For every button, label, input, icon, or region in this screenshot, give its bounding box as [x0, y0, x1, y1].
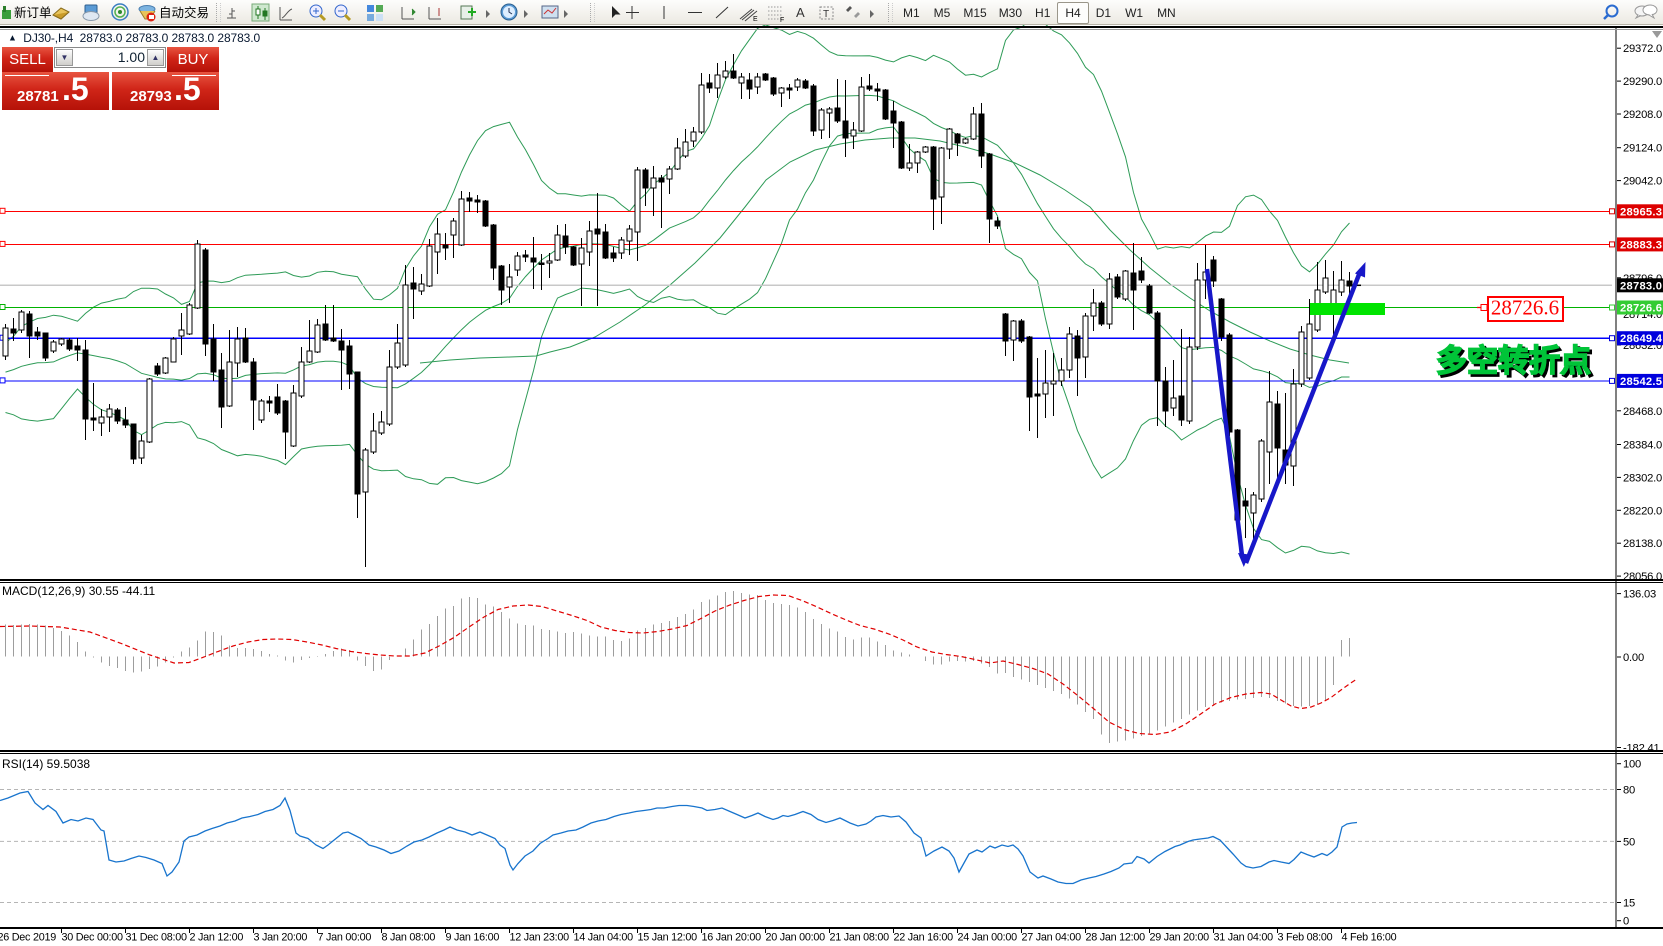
svg-text:29372.0: 29372.0 [1623, 43, 1662, 55]
svg-text:22 Jan 16:00: 22 Jan 16:00 [894, 932, 954, 944]
svg-text:28965.3: 28965.3 [1620, 206, 1662, 218]
svg-text:-182.41: -182.41 [1623, 743, 1660, 755]
svg-text:29124.0: 29124.0 [1623, 143, 1662, 155]
svg-text:28542.5: 28542.5 [1620, 376, 1662, 388]
svg-text:E: E [753, 16, 758, 23]
svg-text:RSI(14) 59.5038: RSI(14) 59.5038 [2, 757, 90, 771]
svg-text:29 Jan 20:00: 29 Jan 20:00 [1150, 932, 1210, 944]
svg-text:28783.0: 28783.0 [1620, 280, 1662, 292]
svg-text:28649.4: 28649.4 [1620, 333, 1663, 345]
svg-text:29208.0: 29208.0 [1623, 109, 1662, 121]
svg-text:T: T [823, 9, 829, 20]
svg-text:3 Jan 20:00: 3 Jan 20:00 [254, 932, 308, 944]
svg-text:9 Jan 16:00: 9 Jan 16:00 [446, 932, 500, 944]
svg-text:4 Feb 16:00: 4 Feb 16:00 [1342, 932, 1397, 944]
svg-text:20 Jan 00:00: 20 Jan 00:00 [766, 932, 826, 944]
svg-text:28 Jan 12:00: 28 Jan 12:00 [1086, 932, 1146, 944]
svg-text:28726.6: 28726.6 [1620, 303, 1662, 315]
svg-text:14 Jan 04:00: 14 Jan 04:00 [574, 932, 634, 944]
svg-text:21 Jan 08:00: 21 Jan 08:00 [830, 932, 890, 944]
svg-text:0: 0 [1623, 916, 1629, 928]
svg-text:多空转折点: 多空转折点 [1439, 346, 1594, 381]
svg-text:29290.0: 29290.0 [1623, 76, 1662, 88]
svg-text:100: 100 [1623, 759, 1641, 771]
svg-text:多空转折点: 多空转折点 [1436, 344, 1591, 379]
svg-text:28220.0: 28220.0 [1623, 505, 1662, 517]
svg-text:15 Jan 12:00: 15 Jan 12:00 [638, 932, 698, 944]
svg-text:28056.0: 28056.0 [1623, 571, 1662, 583]
svg-text:7 Jan 00:00: 7 Jan 00:00 [318, 932, 372, 944]
svg-text:2 Jan 12:00: 2 Jan 12:00 [190, 932, 244, 944]
svg-text:15: 15 [1623, 898, 1635, 910]
svg-text:28468.0: 28468.0 [1623, 406, 1662, 418]
svg-text:31 Dec 08:00: 31 Dec 08:00 [126, 932, 187, 944]
svg-text:MACD(12,26,9) 30.55 -44.11: MACD(12,26,9) 30.55 -44.11 [2, 584, 156, 598]
svg-text:新订单: 新订单 [14, 5, 52, 20]
svg-text:24 Jan 00:00: 24 Jan 00:00 [958, 932, 1018, 944]
svg-text:31 Jan 04:00: 31 Jan 04:00 [1214, 932, 1274, 944]
svg-text:27 Jan 04:00: 27 Jan 04:00 [1022, 932, 1082, 944]
svg-text:28138.0: 28138.0 [1623, 538, 1662, 550]
svg-text:28726.6: 28726.6 [1491, 296, 1559, 320]
svg-text:136.03: 136.03 [1623, 589, 1656, 601]
svg-text:自动交易: 自动交易 [159, 5, 209, 20]
svg-text:50: 50 [1623, 836, 1635, 848]
svg-text:F: F [780, 17, 784, 23]
svg-text:29042.0: 29042.0 [1623, 176, 1662, 188]
svg-text:28384.0: 28384.0 [1623, 440, 1662, 452]
svg-text:8 Jan 08:00: 8 Jan 08:00 [382, 932, 436, 944]
svg-text:28302.0: 28302.0 [1623, 472, 1662, 484]
svg-text:26 Dec 2019: 26 Dec 2019 [0, 932, 56, 944]
svg-text:A: A [796, 5, 805, 20]
svg-text:30 Dec 00:00: 30 Dec 00:00 [62, 932, 123, 944]
svg-text:16 Jan 20:00: 16 Jan 20:00 [702, 932, 762, 944]
svg-text:28883.3: 28883.3 [1620, 239, 1662, 251]
svg-text:0.00: 0.00 [1623, 652, 1644, 664]
svg-text:80: 80 [1623, 785, 1635, 797]
svg-text:12 Jan 23:00: 12 Jan 23:00 [510, 932, 570, 944]
svg-text:3 Feb 08:00: 3 Feb 08:00 [1278, 932, 1333, 944]
